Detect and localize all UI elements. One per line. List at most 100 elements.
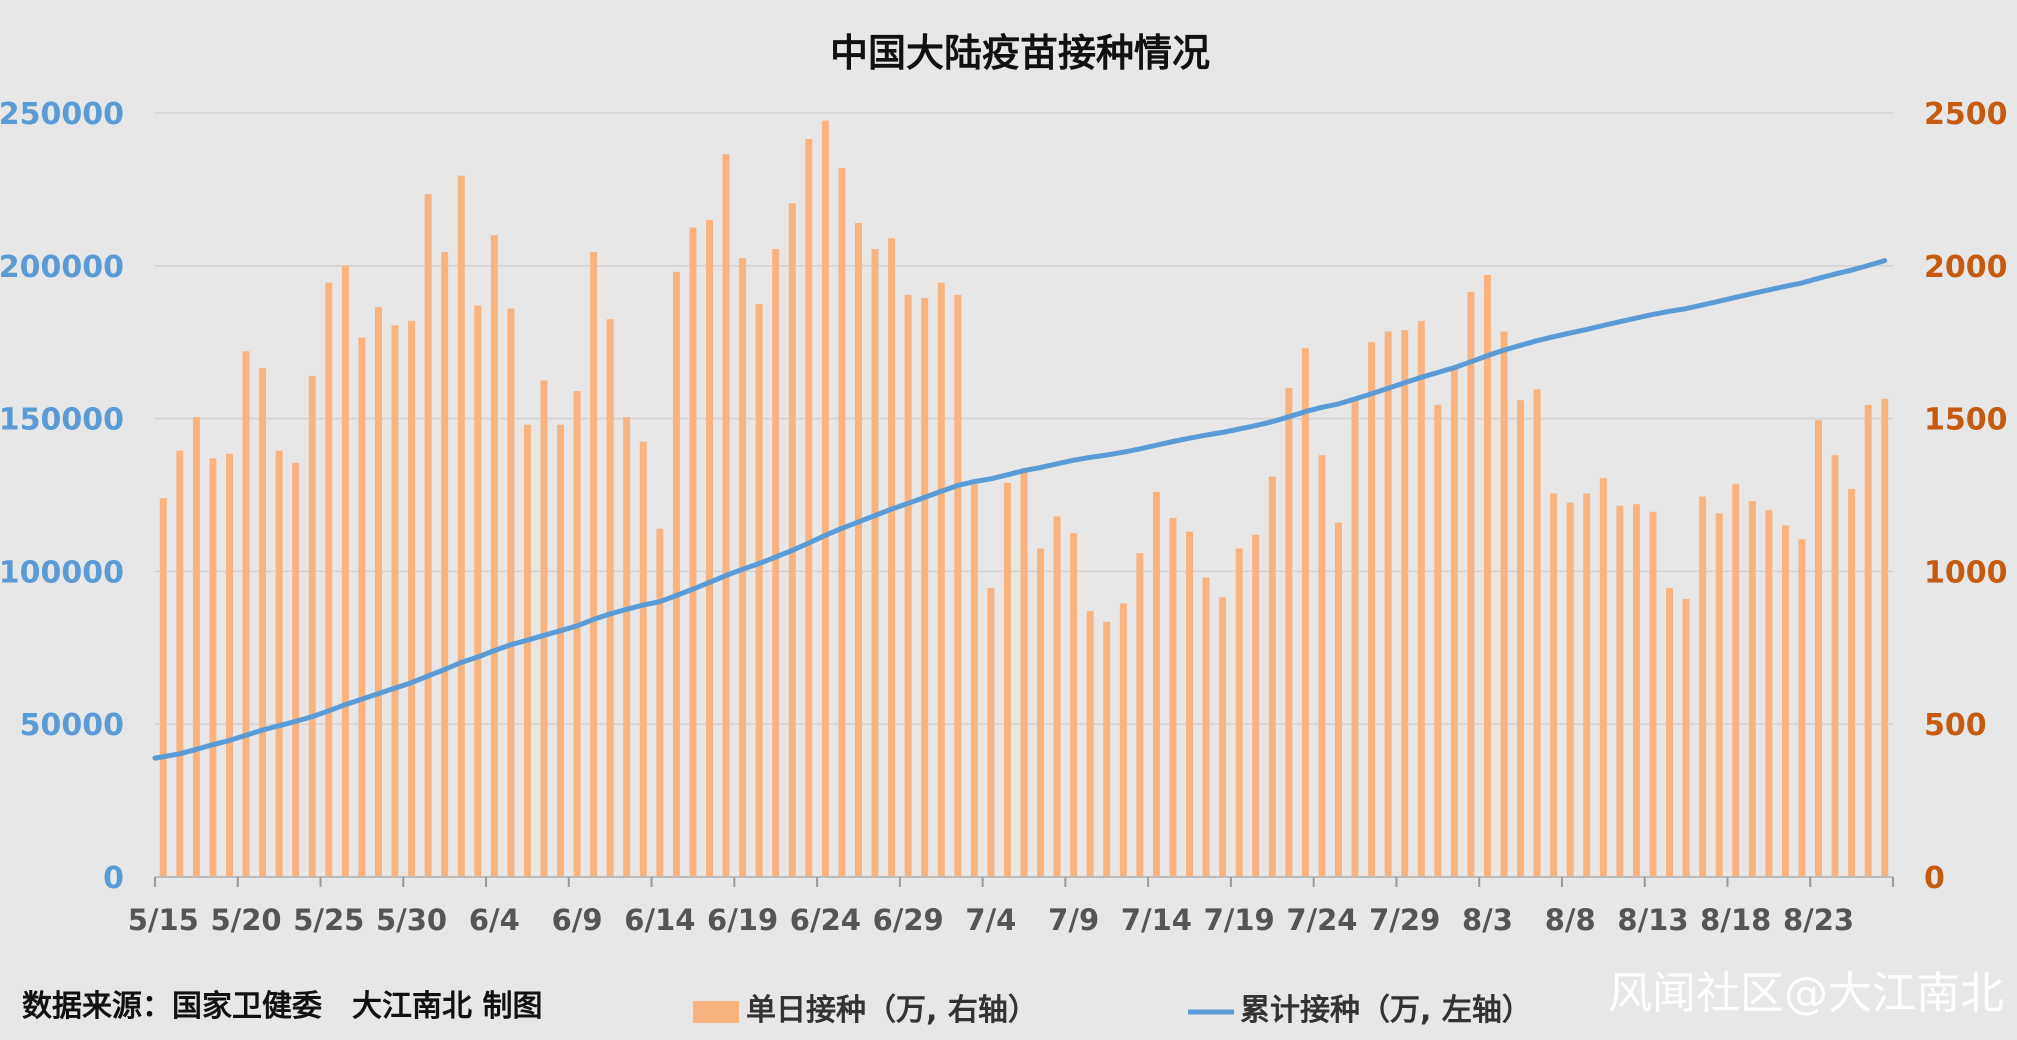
x-tick-label: 5/30 [376, 903, 447, 937]
bar [275, 450, 283, 877]
x-tick-label: 7/9 [1048, 903, 1099, 937]
bar [192, 417, 200, 877]
bar [358, 337, 366, 878]
bar [888, 238, 896, 877]
x-tick-label: 8/23 [1783, 903, 1854, 937]
bar [424, 193, 432, 877]
x-tick-label: 7/14 [1121, 903, 1192, 937]
watermark: 风闻社区@大江南北 [1608, 968, 2004, 1019]
bar [1632, 504, 1640, 877]
bar [1318, 455, 1326, 877]
bar [1517, 400, 1525, 877]
bar [374, 307, 382, 877]
bar [1401, 329, 1409, 877]
bar [1086, 611, 1094, 877]
bar [1003, 482, 1011, 877]
bar [1268, 476, 1276, 877]
bar [788, 203, 796, 878]
x-tick-label: 8/13 [1617, 903, 1688, 937]
bar [1252, 534, 1260, 877]
bar [1070, 533, 1078, 877]
bar [1119, 603, 1127, 877]
bar [325, 282, 333, 877]
bar [937, 282, 945, 877]
bar [672, 271, 680, 877]
x-tick-label: 7/29 [1369, 903, 1440, 937]
x-tick-label: 8/8 [1545, 903, 1596, 937]
x-tick-label: 8/3 [1462, 903, 1513, 937]
bar [573, 391, 581, 877]
left-tick-label: 150000 [0, 403, 124, 438]
x-tick-label: 8/18 [1700, 903, 1771, 937]
bar [1335, 522, 1342, 877]
x-axis-ticks: 5/15 5/20 5/25 5/30 6/4 6/9 6/14 6/19 6/24 6/29 7/… [128, 877, 1894, 937]
bar [1864, 404, 1872, 877]
bar [1450, 366, 1458, 877]
cumulative-line [152, 258, 1888, 761]
bar [1599, 478, 1607, 877]
left-axis-ticks: 0 50000 100000 150000 200000 250000 [0, 97, 124, 896]
right-axis-ticks: 0 500 1000 1500 2000 2500 [1924, 97, 2008, 896]
bar [1848, 488, 1856, 877]
bar [954, 294, 962, 877]
x-tick-label: 7/4 [965, 903, 1016, 937]
bar [1301, 348, 1309, 877]
bar [441, 252, 449, 878]
bar [259, 368, 267, 877]
x-tick-label: 5/15 [128, 903, 199, 937]
bar [1235, 548, 1243, 877]
x-tick-label: 7/19 [1204, 903, 1275, 937]
bar [1103, 621, 1111, 877]
left-tick-label: 250000 [0, 97, 124, 132]
bar [1649, 511, 1657, 877]
bar [921, 297, 929, 877]
bar [1583, 493, 1591, 877]
x-tick-label: 6/14 [624, 903, 695, 937]
legend-bar-swatch [693, 1001, 739, 1023]
x-tick-label: 5/20 [210, 903, 281, 937]
bar [457, 175, 465, 877]
bar [722, 154, 730, 878]
bar [159, 498, 167, 877]
bar [490, 235, 498, 878]
legend-bar-label: 单日接种（万, 右轴） [746, 993, 1038, 1028]
bar [1053, 516, 1061, 877]
bar [308, 375, 316, 877]
bar [1699, 496, 1707, 877]
right-tick-label: 1000 [1924, 555, 2008, 590]
bar [408, 320, 416, 878]
bar [1152, 491, 1160, 877]
x-tick-label: 6/24 [790, 903, 861, 937]
chart-title: 中国大陆疫苗接种情况 [830, 31, 1210, 75]
bar [1550, 493, 1558, 877]
bar [706, 219, 713, 877]
right-tick-label: 2000 [1924, 250, 2008, 285]
bar [540, 380, 548, 877]
bar [209, 458, 217, 877]
bar [1798, 539, 1806, 877]
right-tick-label: 0 [1924, 861, 1945, 896]
bar [1732, 484, 1740, 877]
bar [1384, 331, 1392, 877]
bar [1666, 588, 1674, 877]
bar [176, 450, 184, 877]
bar [226, 453, 233, 877]
bar [689, 227, 697, 878]
x-tick-label: 5/25 [293, 903, 364, 937]
bar [1037, 548, 1045, 877]
bar [606, 319, 614, 877]
left-tick-label: 50000 [20, 708, 124, 743]
bar [1831, 455, 1839, 877]
bar [1186, 531, 1193, 877]
bar [1219, 597, 1227, 877]
bar [292, 462, 300, 877]
right-tick-label: 2500 [1924, 97, 2008, 132]
bar [590, 252, 598, 878]
bar [755, 304, 763, 877]
bar [855, 223, 862, 878]
x-tick-label: 6/4 [469, 903, 520, 937]
bar [805, 138, 813, 877]
bar [1020, 469, 1028, 877]
left-tick-label: 200000 [0, 250, 124, 285]
